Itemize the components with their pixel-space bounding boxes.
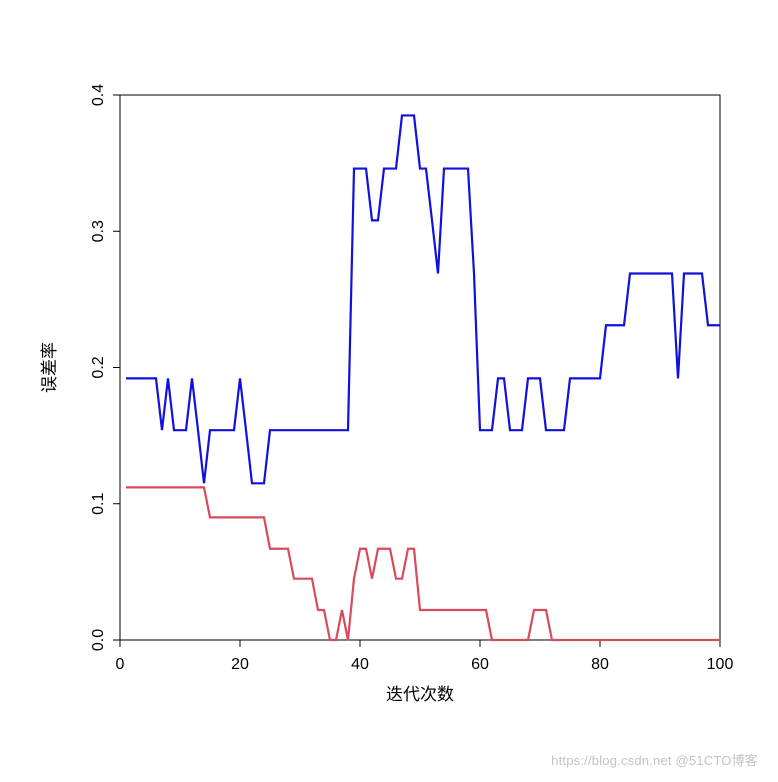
error-rate-chart: 0 20 40 60 80 100 0.0 0.1 0.2 0.3 0.4 迭代次数 误差率	[0, 0, 778, 777]
y-tick-label: 0.0	[90, 629, 107, 651]
x-tick-label: 40	[351, 656, 369, 673]
y-axis-label: 误差率	[40, 342, 59, 393]
x-tick-label: 80	[591, 656, 609, 673]
x-tick-label: 60	[471, 656, 489, 673]
plot-box	[120, 95, 720, 640]
y-tick-label: 0.3	[90, 220, 107, 242]
x-tick-label: 0	[116, 656, 125, 673]
x-tick-label: 20	[231, 656, 249, 673]
y-tick-label: 0.2	[90, 356, 107, 378]
x-axis-label: 迭代次数	[386, 685, 454, 704]
series-red	[126, 487, 720, 640]
y-tick-label: 0.1	[90, 493, 107, 515]
chart-svg: 0 20 40 60 80 100 0.0 0.1 0.2 0.3 0.4 迭代次数 误差率	[0, 0, 778, 777]
x-tick-label: 100	[707, 656, 734, 673]
y-tick-label: 0.4	[90, 84, 107, 106]
series-blue	[126, 115, 720, 483]
